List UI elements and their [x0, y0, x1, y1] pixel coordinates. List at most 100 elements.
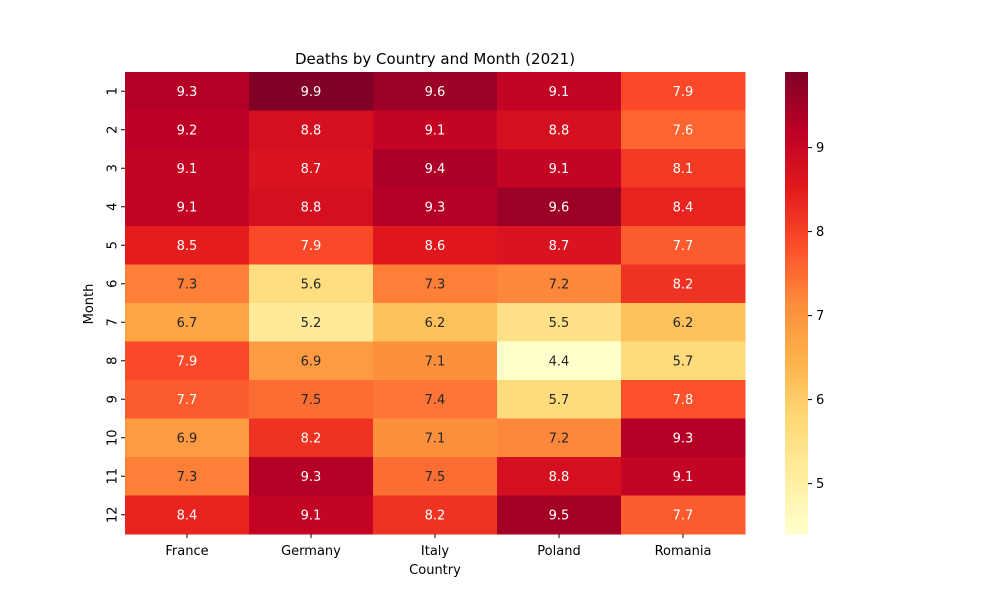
colorbar-segment — [785, 503, 808, 507]
y-tick-label: 12 — [106, 506, 121, 523]
colorbar-segment — [785, 460, 808, 463]
cell-value-label: 8.8 — [301, 123, 322, 138]
colorbar-segment — [785, 189, 808, 193]
colorbar-segment — [785, 136, 808, 140]
cell-value-label: 7.5 — [425, 470, 446, 485]
heatmap-cell — [497, 303, 622, 342]
colorbar-segment — [785, 307, 808, 311]
colorbar-segment — [785, 150, 808, 154]
colorbar-segment — [785, 226, 808, 230]
colorbar-segment — [785, 300, 808, 304]
cell-value-label: 7.9 — [177, 354, 198, 369]
colorbar-segment — [785, 494, 808, 498]
colorbar-segment — [785, 83, 808, 87]
colorbar-segment — [785, 367, 808, 371]
colorbar-segment — [785, 360, 808, 364]
colorbar-segment — [785, 231, 808, 235]
colorbar-segment — [785, 81, 808, 85]
colorbar-segment — [785, 427, 808, 431]
colorbar-segment — [785, 386, 808, 390]
y-tick-label: 3 — [106, 164, 121, 172]
colorbar-segment — [785, 199, 808, 202]
colorbar-segment — [785, 261, 808, 265]
colorbar-segment — [785, 118, 808, 122]
cell-value-label: 6.2 — [425, 316, 446, 331]
colorbar-segment — [785, 215, 808, 219]
cell-value-label: 8.2 — [673, 277, 694, 292]
cell-value-label: 6.9 — [177, 431, 198, 446]
colorbar-segment — [785, 349, 808, 353]
cell-value-label: 9.3 — [425, 200, 446, 215]
colorbar-segment — [785, 113, 808, 117]
colorbar-segment — [785, 467, 808, 470]
cell-value-label: 9.1 — [673, 470, 694, 485]
colorbar-segment — [785, 182, 808, 186]
cell-value-label: 5.5 — [549, 316, 570, 331]
colorbar-segment — [785, 212, 808, 216]
colorbar-segment — [785, 122, 808, 126]
colorbar-segment — [785, 222, 808, 226]
colorbar-segment — [785, 365, 808, 369]
colorbar-segment — [785, 323, 808, 327]
cell-value-label: 6.2 — [673, 316, 694, 331]
colorbar-segment — [785, 529, 808, 533]
heatmap-cell — [497, 110, 622, 150]
cell-value-label: 5.2 — [301, 316, 322, 331]
cell-value-label: 7.7 — [673, 508, 694, 523]
colorbar-segment — [785, 134, 808, 138]
heatmap-cell — [125, 110, 250, 150]
colorbar-segment — [785, 99, 808, 103]
colorbar-segment — [785, 432, 808, 436]
colorbar-segment — [785, 413, 808, 417]
cell-value-label: 9.1 — [549, 85, 570, 100]
colorbar-segment — [785, 72, 808, 75]
heatmap-cell — [621, 457, 746, 496]
colorbar-segment — [785, 236, 808, 239]
colorbar-segment — [785, 102, 808, 105]
heatmap-cell — [373, 418, 498, 458]
colorbar-segment — [785, 205, 808, 209]
cell-value-label: 7.7 — [177, 393, 198, 408]
colorbar-segment — [785, 388, 808, 392]
heatmap-cell — [373, 303, 498, 342]
colorbar-segment — [785, 159, 808, 163]
colorbar-segment — [785, 478, 808, 482]
colorbar-segment — [785, 333, 808, 336]
colorbar-segment — [785, 178, 808, 182]
colorbar-segment — [785, 520, 808, 524]
colorbar-segment — [785, 254, 808, 258]
cell-value-label: 8.5 — [177, 239, 198, 254]
colorbar-segment — [785, 196, 808, 200]
colorbar-segment — [785, 108, 808, 112]
cell-value-label: 7.3 — [177, 277, 198, 292]
colorbar-segment — [785, 173, 808, 177]
cell-value-label: 7.8 — [673, 393, 694, 408]
colorbar-segment — [785, 404, 808, 408]
colorbar-segment — [785, 155, 808, 159]
heatmap-cell — [249, 303, 374, 342]
colorbar-segment — [785, 284, 808, 288]
y-tick-label: 9 — [106, 395, 121, 403]
colorbar-segment — [785, 245, 808, 249]
colorbar-segment — [785, 247, 808, 251]
cell-value-label: 9.9 — [301, 85, 322, 100]
colorbar-segment — [785, 483, 808, 487]
cell-value-label: 9.4 — [425, 162, 446, 177]
heatmap-cell — [621, 303, 746, 342]
heatmap-cell — [249, 226, 374, 265]
colorbar-segment — [785, 279, 808, 283]
cell-value-label: 9.3 — [673, 431, 694, 446]
heatmap-cell — [125, 380, 250, 419]
colorbar-segment — [785, 157, 808, 161]
colorbar-segment — [785, 372, 808, 376]
colorbar-segment — [785, 457, 808, 461]
colorbar-segment — [785, 353, 808, 357]
colorbar-segment — [785, 194, 808, 198]
colorbar-segment — [785, 425, 808, 429]
x-tick-label: Poland — [537, 544, 580, 559]
cell-value-label: 9.3 — [301, 470, 322, 485]
colorbar-segment — [785, 208, 808, 212]
colorbar-segment — [785, 242, 808, 246]
colorbar-segment — [785, 510, 808, 514]
